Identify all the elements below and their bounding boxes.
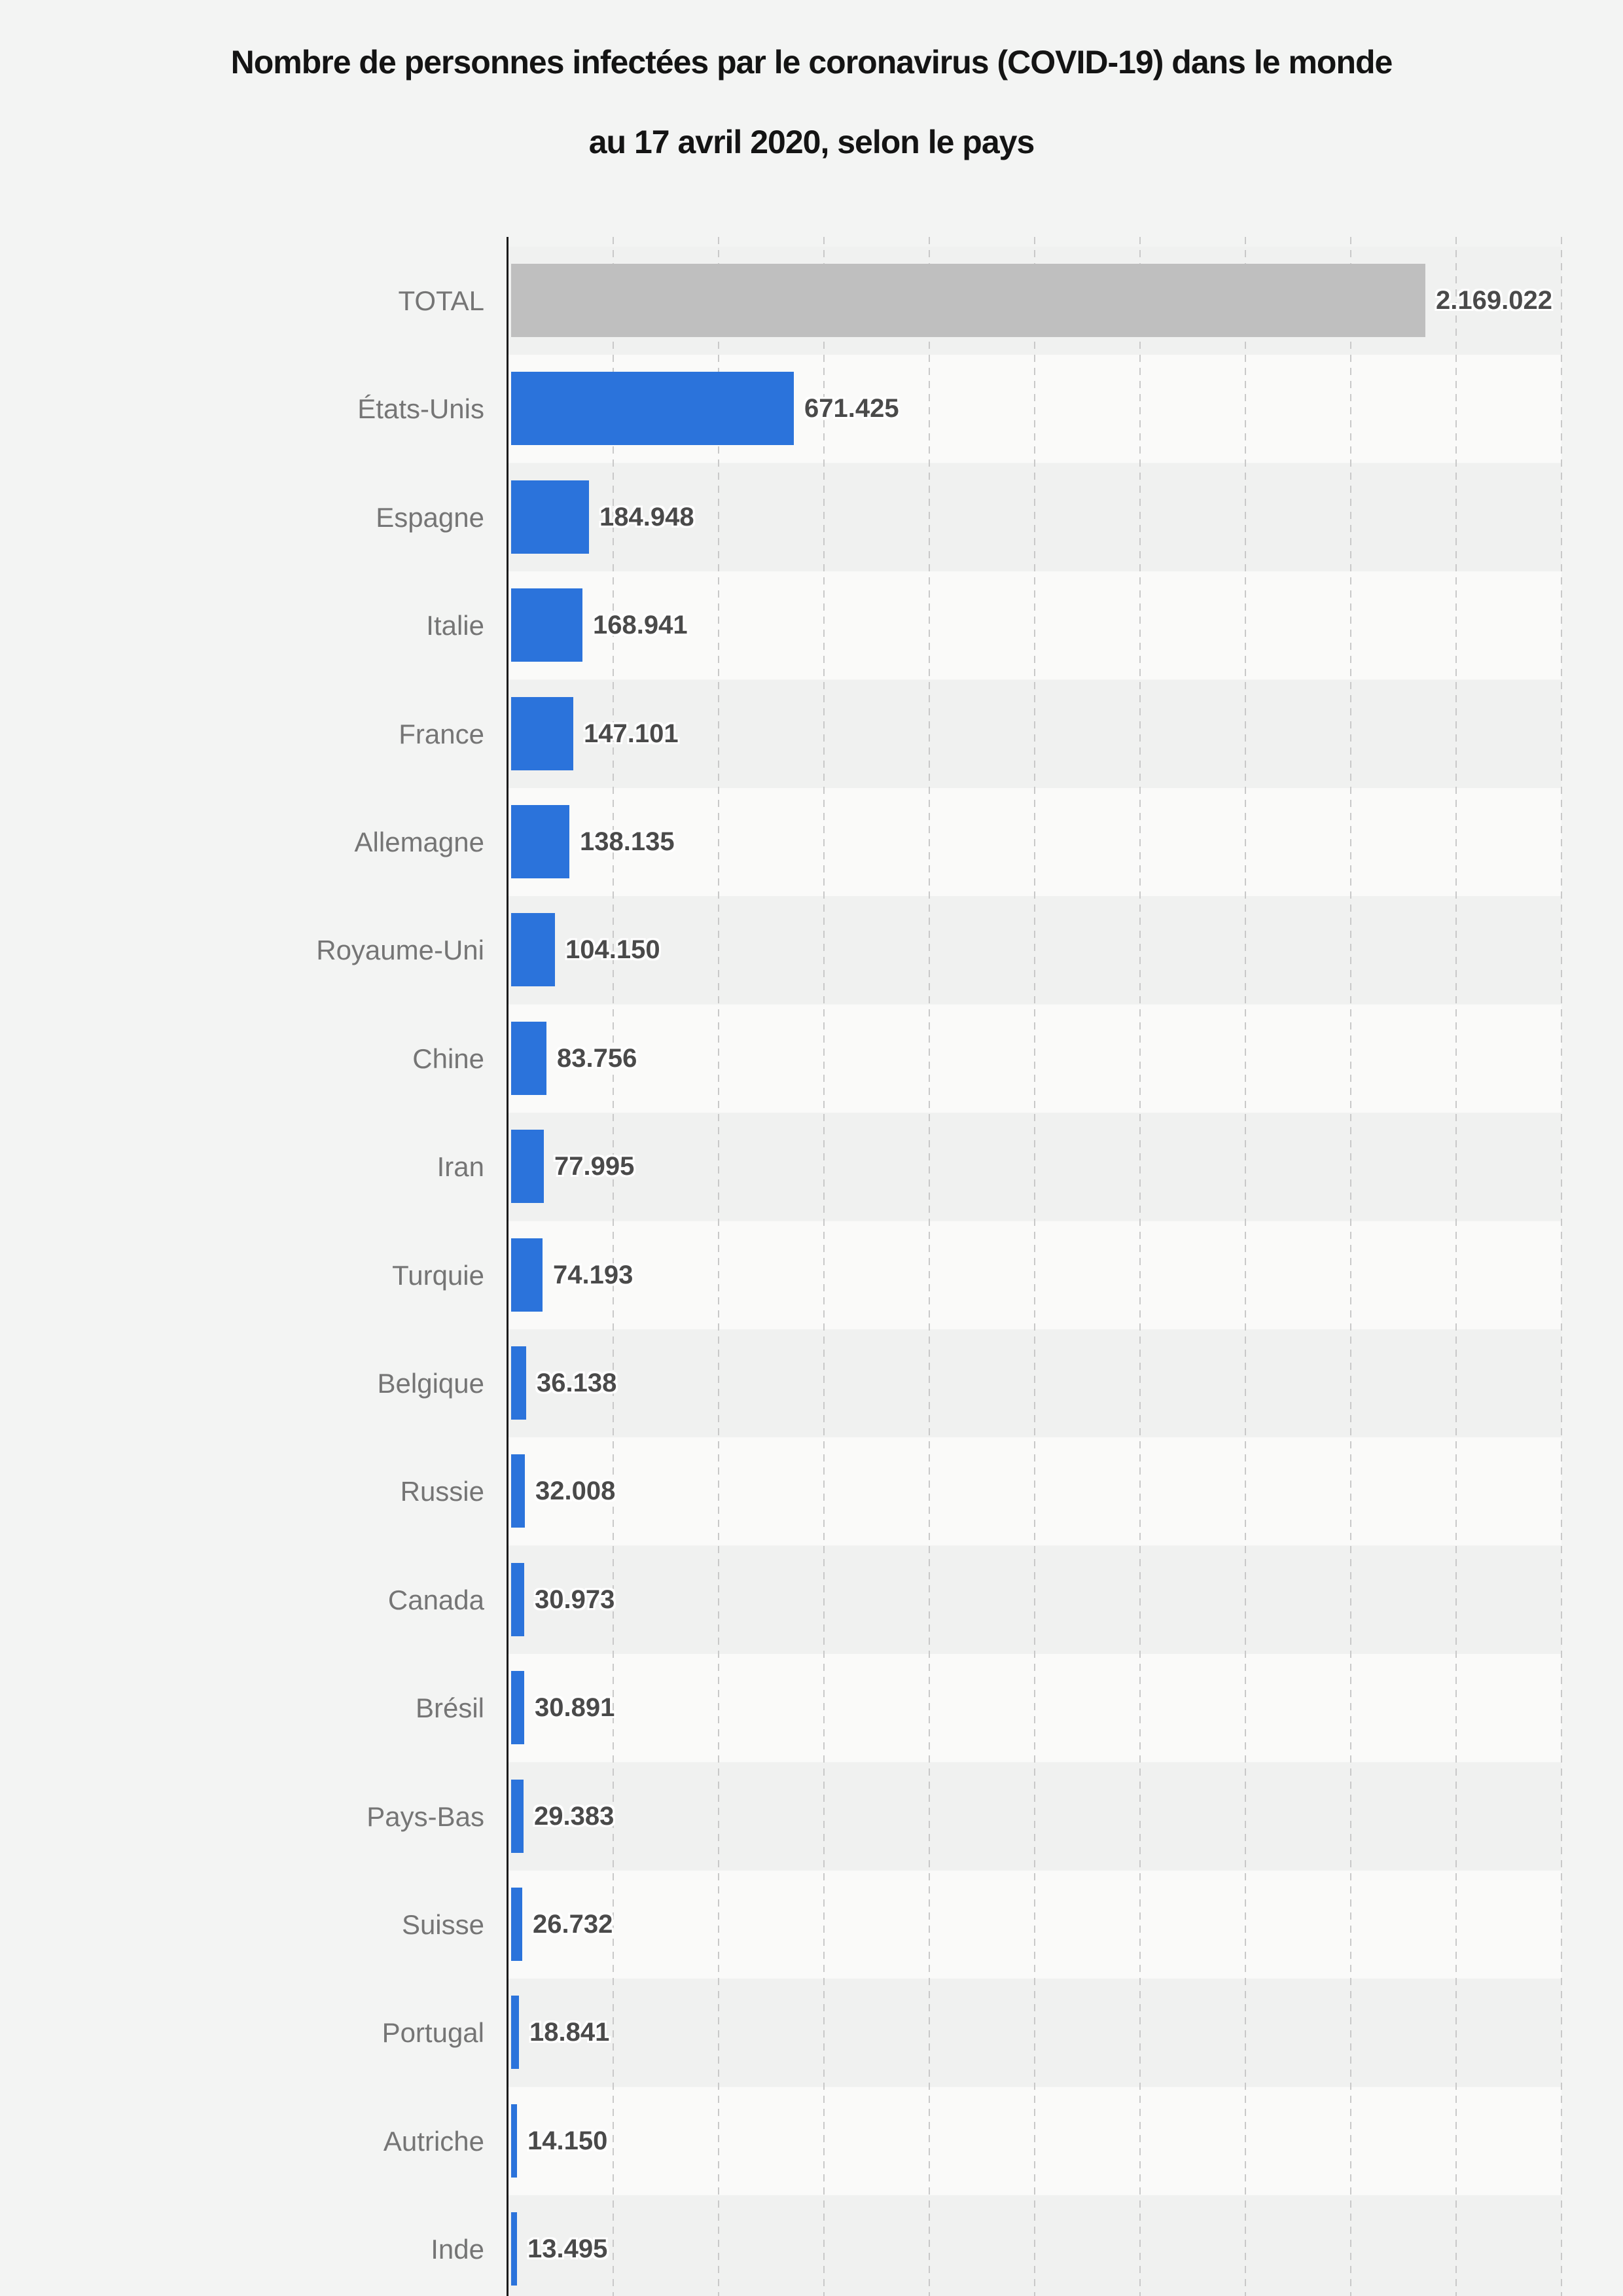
category-label: TOTAL — [398, 285, 484, 316]
category-label: Belgique — [377, 1368, 484, 1399]
category-label: Canada — [387, 1585, 484, 1615]
gridline — [1561, 237, 1562, 2296]
category-label: France — [399, 719, 484, 749]
value-label: 147.101 — [584, 719, 679, 748]
chart-title-line-1: Nombre de personnes infectées par le cor… — [230, 44, 1393, 81]
bar — [511, 805, 569, 878]
category-label: Inde — [431, 2234, 484, 2265]
value-label: 74.193 — [553, 1261, 633, 1289]
category-label: Espagne — [376, 502, 484, 533]
value-label: 18.841 — [529, 2018, 610, 2047]
bar — [511, 1671, 524, 1744]
gridline — [929, 237, 930, 2296]
gridline — [1034, 237, 1035, 2296]
value-label: 168.941 — [593, 611, 688, 639]
category-label: Royaume-Uni — [316, 935, 484, 965]
bar — [511, 1022, 546, 1095]
gridline — [718, 237, 719, 2296]
bar — [511, 1996, 519, 2069]
value-label: 30.973 — [535, 1585, 615, 1614]
chart-title-line-2: au 17 avril 2020, selon le pays — [588, 124, 1035, 160]
value-label: 184.948 — [599, 503, 694, 531]
value-label: 14.150 — [527, 2126, 608, 2155]
bar — [511, 2104, 517, 2178]
y-axis-line — [507, 237, 508, 2296]
category-label: Pays-Bas — [366, 1801, 484, 1832]
category-label: Italie — [426, 610, 484, 641]
bar — [511, 1888, 522, 1961]
value-label: 29.383 — [534, 1802, 615, 1831]
bar — [511, 1238, 543, 1312]
value-label: 2.169.022 — [1436, 286, 1552, 315]
value-label: 138.135 — [580, 827, 675, 856]
value-label: 83.756 — [557, 1044, 637, 1073]
gridline — [1245, 237, 1246, 2296]
value-label: 77.995 — [554, 1152, 635, 1181]
gridline — [823, 237, 825, 2296]
bar — [511, 1346, 526, 1420]
category-label: Portugal — [382, 2017, 484, 2048]
category-label: États-Unis — [357, 393, 484, 424]
value-label: 13.495 — [527, 2234, 608, 2263]
category-label: Russie — [400, 1476, 484, 1507]
bar — [511, 913, 555, 986]
category-label: Allemagne — [354, 827, 484, 857]
category-label: Iran — [437, 1151, 484, 1182]
gridline — [1455, 237, 1457, 2296]
value-label: 36.138 — [537, 1369, 617, 1397]
gridline — [1139, 237, 1141, 2296]
bar — [511, 372, 794, 445]
bar — [511, 480, 589, 554]
bar — [511, 1130, 544, 1203]
value-label: 26.732 — [533, 1910, 613, 1939]
bar — [511, 1780, 524, 1853]
value-label: 30.891 — [535, 1693, 615, 1722]
value-label: 32.008 — [535, 1477, 616, 1505]
category-label: Brésil — [415, 1693, 484, 1723]
bar — [511, 1563, 524, 1636]
category-label: Autriche — [383, 2126, 484, 2157]
gridline — [1350, 237, 1351, 2296]
category-label: Chine — [412, 1043, 484, 1074]
gridline — [613, 237, 614, 2296]
category-label: Turquie — [392, 1260, 484, 1291]
value-label: 104.150 — [565, 935, 660, 964]
bar — [511, 2212, 517, 2286]
value-label: 671.425 — [804, 394, 899, 423]
bar-total — [511, 264, 1425, 337]
bar — [511, 588, 582, 662]
bar — [511, 1454, 525, 1528]
bar — [511, 697, 573, 770]
category-label: Suisse — [401, 1909, 484, 1940]
